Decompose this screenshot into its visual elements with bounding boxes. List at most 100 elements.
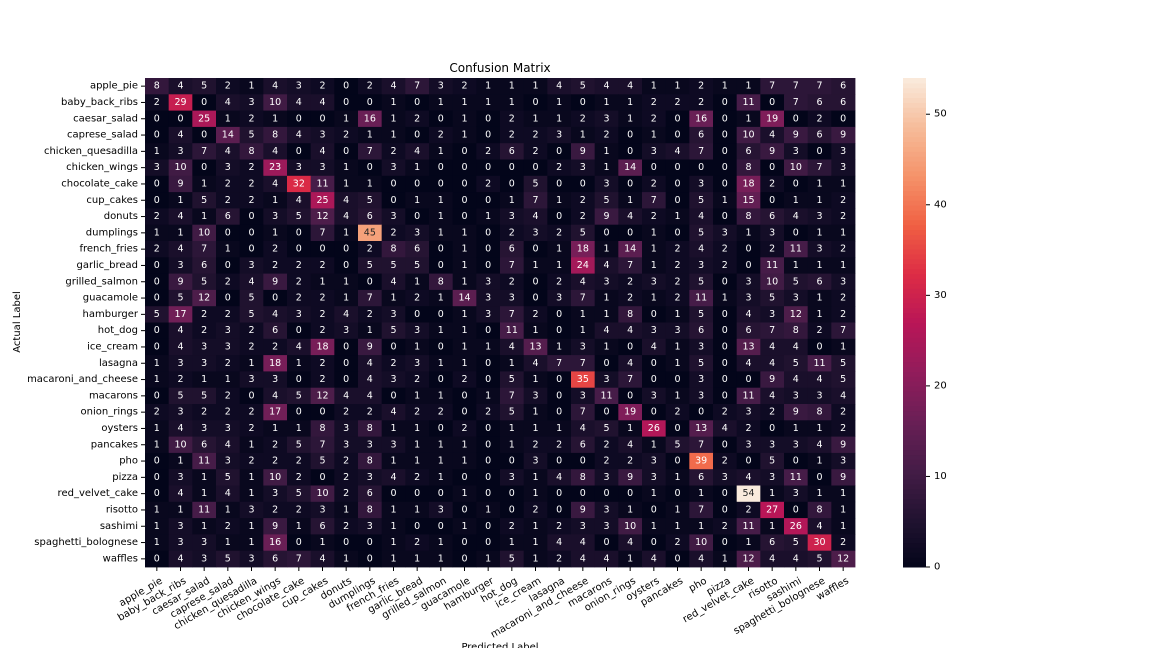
heatmap-cell [239, 452, 264, 470]
cell-label: 4 [627, 81, 633, 92]
colorbar-segment [903, 97, 926, 103]
heatmap-cell [831, 322, 856, 340]
cell-label: 2 [651, 97, 657, 108]
heatmap-cell [310, 273, 335, 291]
cell-label: 1 [816, 227, 822, 238]
cell-label: 6 [698, 130, 704, 141]
cell-label: 1 [651, 227, 657, 238]
heatmap-cell [145, 110, 170, 128]
heatmap-cell [571, 224, 596, 242]
cell-label: 2 [225, 390, 231, 401]
cell-label: 0 [674, 113, 680, 124]
cell-label: 3 [343, 423, 349, 434]
heatmap-cell [216, 404, 241, 421]
cell-label: 1 [532, 374, 538, 385]
colorbar-segment [903, 268, 926, 275]
heatmap-cell [807, 355, 832, 372]
heatmap-cell [784, 289, 809, 307]
cell-label: 3 [580, 521, 586, 532]
cell-label: 7 [319, 227, 325, 238]
heatmap-cell [547, 175, 572, 193]
cell-label: 0 [343, 146, 349, 157]
heatmap-cell [334, 420, 359, 437]
cell-label: 1 [627, 113, 633, 124]
heatmap-cell [665, 110, 690, 128]
cell-label: 8 [580, 472, 586, 483]
cell-label: 2 [225, 276, 231, 287]
heatmap-cell [452, 355, 477, 372]
heatmap-cell [713, 501, 738, 519]
colorbar-segment [903, 508, 926, 514]
heatmap-cell [476, 208, 501, 226]
heatmap-cell [642, 485, 667, 503]
colorbar-segment [903, 166, 926, 172]
cell-label: 7 [816, 162, 822, 173]
y-tick-label: cup_cakes [86, 195, 138, 206]
colorbar-segment [903, 170, 926, 177]
cell-label: 3 [343, 325, 349, 336]
cell-label: 0 [154, 113, 160, 124]
cell-label: 1 [461, 113, 467, 124]
heatmap-cell [807, 306, 832, 323]
cell-label: 5 [509, 374, 515, 385]
heatmap-cell [784, 175, 809, 193]
colorbar-tick-label: 0 [934, 562, 940, 573]
cell-label: 2 [272, 504, 278, 515]
cell-label: 0 [154, 341, 160, 352]
cell-label: 5 [769, 293, 775, 304]
cell-label: 6 [698, 472, 704, 483]
cell-label: 6 [509, 146, 515, 157]
heatmap-cell [310, 387, 335, 405]
cell-label: 4 [343, 195, 349, 206]
cell-label: 2 [296, 504, 302, 515]
cell-label: 6 [769, 537, 775, 548]
heatmap-cell [239, 175, 264, 193]
y-tick-label: onion_rings [81, 407, 138, 418]
heatmap-cell [831, 175, 856, 193]
cell-label: 0 [485, 227, 491, 238]
heatmap-cell [784, 143, 809, 160]
heatmap-cell [168, 110, 193, 128]
cell-label: 2 [532, 130, 538, 141]
cell-label: 0 [627, 227, 633, 238]
heatmap-cell [547, 469, 572, 486]
heatmap-cell [594, 338, 619, 356]
heatmap-cell [476, 289, 501, 307]
heatmap-cell [500, 404, 525, 421]
heatmap-cell [831, 224, 856, 242]
heatmap-cell [547, 126, 572, 144]
cell-label: 3 [745, 276, 751, 287]
heatmap-cell [216, 550, 241, 568]
heatmap-cell [429, 224, 454, 242]
heatmap-cell [168, 273, 193, 291]
heatmap-cell [239, 322, 264, 340]
cell-label: 2 [485, 407, 491, 418]
heatmap-cell [760, 387, 785, 405]
heatmap-cell [452, 224, 477, 242]
cell-label: 5 [248, 293, 254, 304]
cell-label: 1 [603, 97, 609, 108]
heatmap-cell [784, 322, 809, 340]
heatmap-cell [760, 501, 785, 519]
heatmap-cell [216, 273, 241, 291]
cell-label: 0 [438, 423, 444, 434]
cell-label: 5 [201, 276, 207, 287]
heatmap-cell [760, 485, 785, 503]
cell-label: 5 [793, 358, 799, 369]
heatmap-cell [334, 224, 359, 242]
cell-label: 0 [201, 130, 207, 141]
heatmap-cell [334, 452, 359, 470]
cell-label: 3 [509, 293, 515, 304]
cell-label: 1 [154, 504, 160, 515]
cell-label: 3 [343, 439, 349, 450]
heatmap-cell [452, 420, 477, 437]
y-tick-label: french_fries [79, 244, 138, 255]
cell-label: 1 [674, 504, 680, 515]
heatmap-cell [358, 126, 383, 144]
heatmap-cell [145, 306, 170, 323]
heatmap-cell [642, 322, 667, 340]
heatmap-cell [476, 78, 501, 95]
heatmap-cell [665, 355, 690, 372]
cell-label: 3 [840, 162, 846, 173]
heatmap-cell [713, 94, 738, 111]
